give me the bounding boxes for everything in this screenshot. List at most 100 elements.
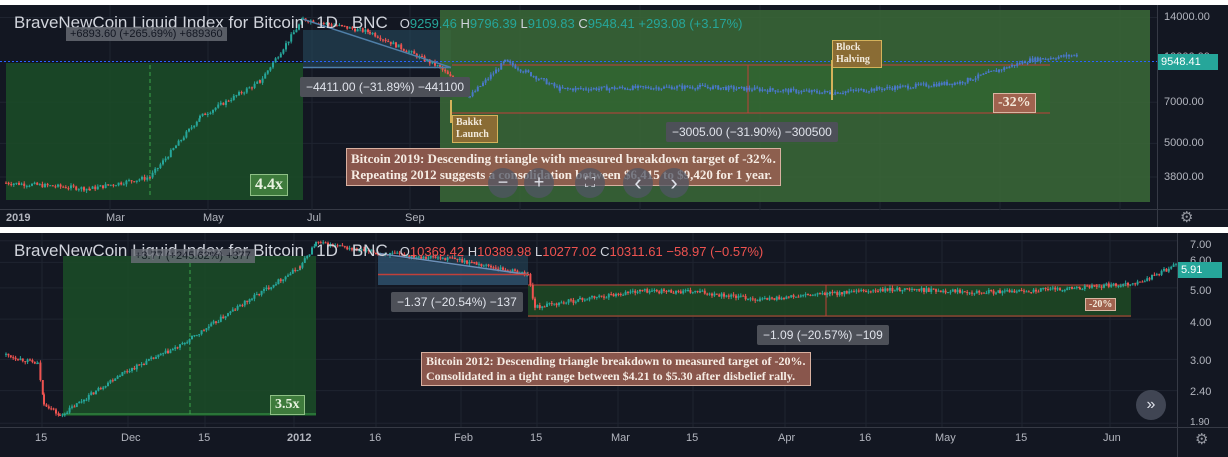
candle-body bbox=[405, 255, 408, 257]
scroll-left-button[interactable]: ‹ bbox=[623, 168, 653, 198]
candle-body bbox=[497, 69, 500, 71]
candle-body bbox=[603, 296, 605, 298]
candle-body bbox=[99, 388, 102, 390]
scroll-to-realtime-button[interactable]: » bbox=[1136, 390, 1166, 420]
candle-body bbox=[1021, 61, 1024, 64]
candle-body bbox=[104, 386, 107, 388]
candle-body bbox=[550, 83, 553, 85]
current-price-badge: 9548.41 bbox=[1158, 54, 1218, 70]
candle-body bbox=[371, 33, 374, 35]
candle-body bbox=[1081, 289, 1084, 291]
candle-body bbox=[935, 83, 938, 87]
candle-body bbox=[330, 24, 333, 26]
bakkt-launch-label: Bakkt Launch bbox=[452, 115, 498, 143]
candle-body bbox=[217, 321, 220, 323]
candle-body bbox=[473, 262, 476, 264]
candle-body bbox=[627, 291, 629, 293]
candle-body bbox=[759, 298, 761, 300]
candle-body bbox=[107, 184, 110, 186]
candle-body bbox=[857, 290, 860, 292]
candle-body bbox=[379, 253, 382, 255]
candle-body bbox=[417, 256, 420, 258]
bottom-chart-canvas[interactable] bbox=[0, 233, 1228, 457]
top-chart-pane[interactable]: BraveNewCoin Liquid Index for Bitcoin 1D… bbox=[0, 5, 1228, 227]
candle-body bbox=[800, 90, 803, 93]
candle-body bbox=[128, 370, 131, 372]
range-measure-label: −3005.00 (−31.90%) −300500 bbox=[666, 122, 838, 142]
timeframe-label[interactable]: 1D bbox=[316, 13, 338, 32]
candle-body bbox=[1018, 289, 1021, 292]
candle-body bbox=[896, 86, 899, 89]
candle-body bbox=[843, 291, 846, 295]
candle-body bbox=[167, 157, 170, 159]
timeframe-label[interactable]: 1D bbox=[316, 241, 338, 260]
candle-body bbox=[777, 91, 779, 93]
price-tick-5000: 5000.00 bbox=[1164, 137, 1204, 149]
target-pct-label: -32% bbox=[993, 93, 1036, 113]
candle-body bbox=[1042, 58, 1044, 60]
candle-body bbox=[977, 74, 980, 79]
candle-body bbox=[61, 414, 64, 416]
time-label: 2012 bbox=[287, 432, 312, 444]
candle-body bbox=[819, 293, 821, 295]
candle-body bbox=[370, 250, 373, 252]
scroll-right-button[interactable]: › bbox=[659, 168, 689, 198]
zoom-out-button[interactable]: − bbox=[488, 168, 518, 198]
candle-body bbox=[102, 387, 105, 390]
candle-body bbox=[19, 358, 22, 361]
candle-body bbox=[634, 290, 637, 293]
candle-body bbox=[908, 288, 911, 290]
range-box bbox=[452, 65, 1050, 113]
candle-body bbox=[1008, 66, 1011, 69]
zoom-in-button[interactable]: + bbox=[524, 168, 554, 198]
candle-body bbox=[131, 368, 133, 371]
candle-body bbox=[1047, 289, 1049, 291]
candle-body bbox=[783, 298, 785, 300]
candle-body bbox=[63, 414, 66, 416]
candle-body bbox=[787, 296, 790, 298]
candle-body bbox=[294, 269, 297, 271]
settings-gear-icon[interactable]: ⚙ bbox=[1195, 431, 1209, 448]
candle-body bbox=[296, 270, 299, 272]
candle-body bbox=[413, 255, 415, 258]
candle-body bbox=[346, 246, 349, 250]
candle-body bbox=[797, 92, 800, 94]
candle-body bbox=[745, 87, 748, 91]
block-halving-label: Block Halving bbox=[832, 40, 882, 68]
candle-body bbox=[358, 249, 361, 251]
candle-body bbox=[1063, 290, 1066, 292]
candle-body bbox=[408, 255, 411, 258]
candle-body bbox=[7, 182, 10, 185]
candle-body bbox=[761, 89, 764, 92]
candle-body bbox=[429, 256, 432, 258]
candle-body bbox=[768, 297, 771, 300]
candle-body bbox=[888, 86, 891, 89]
candle-body bbox=[299, 266, 301, 268]
candle-body bbox=[655, 87, 658, 89]
bottom-chart-pane[interactable]: BraveNewCoin Liquid Index for Bitcoin 1D… bbox=[0, 233, 1228, 457]
candle-body bbox=[687, 289, 689, 291]
candle-body bbox=[683, 85, 686, 89]
candle-body bbox=[811, 294, 814, 296]
candle-body bbox=[363, 249, 365, 252]
time-label: Apr bbox=[778, 432, 796, 444]
range-measure-label: −1.09 (−20.57%) −109 bbox=[757, 325, 889, 345]
candle-body bbox=[400, 44, 403, 50]
candle-body bbox=[44, 183, 46, 188]
candle-body bbox=[1131, 283, 1134, 285]
candle-body bbox=[821, 293, 824, 295]
fullscreen-button[interactable]: ⛶ bbox=[575, 168, 605, 198]
faded-top-label: +6893.60 (+265.69%) +689360 bbox=[66, 27, 227, 41]
candle-body bbox=[920, 287, 923, 291]
candle-body bbox=[382, 39, 384, 41]
settings-gear-icon[interactable]: ⚙ bbox=[1180, 209, 1194, 226]
candle-body bbox=[487, 78, 490, 80]
candle-body bbox=[73, 406, 76, 408]
candle-body bbox=[232, 95, 235, 101]
candle-body bbox=[595, 296, 598, 298]
candle-body bbox=[906, 288, 909, 290]
candle-body bbox=[149, 177, 151, 179]
time-label: 16 bbox=[859, 432, 872, 444]
candle-body bbox=[1011, 290, 1013, 293]
candle-body bbox=[1088, 285, 1091, 288]
